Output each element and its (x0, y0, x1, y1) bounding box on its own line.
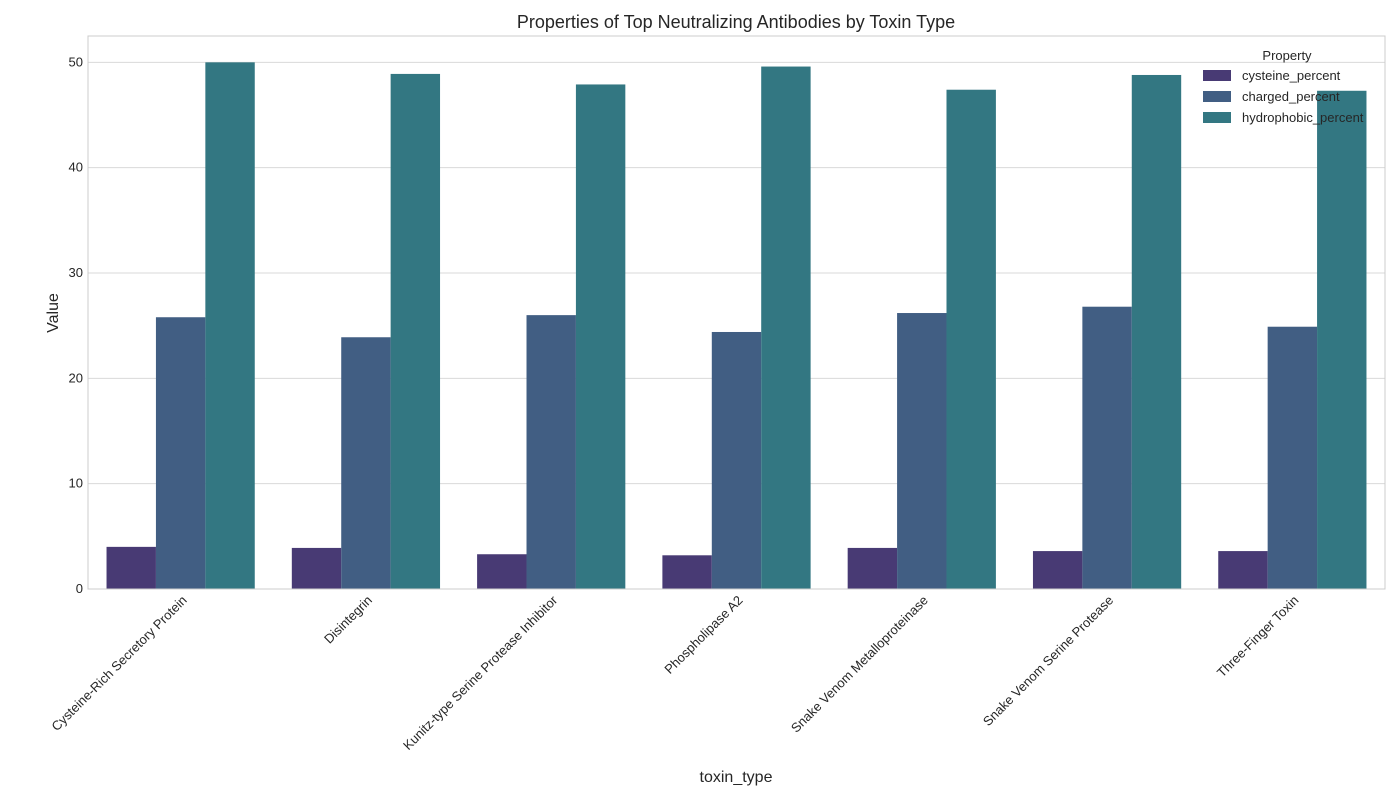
legend-label: hydrophobic_percent (1242, 110, 1364, 125)
bar-charged-percent (341, 337, 391, 589)
bar-charged-percent (155, 317, 206, 589)
bar-charged-percent (1267, 326, 1318, 589)
bar-hydrophobic-percent (575, 84, 626, 589)
y-axis-label: Value (45, 293, 62, 333)
x-tick-label: Three-Finger Toxin (1214, 593, 1302, 681)
bar-hydrophobic-percent (1317, 90, 1367, 590)
bar-hydrophobic-percent (946, 89, 996, 589)
bar-cysteine-percent (1218, 551, 1268, 589)
bar-charged-percent (1082, 306, 1132, 589)
bar-hydrophobic-percent (1131, 74, 1182, 590)
bar-hydrophobic-percent (205, 62, 255, 590)
bars (106, 62, 1367, 590)
bar-cysteine-percent (1032, 551, 1083, 589)
bar-hydrophobic-percent (390, 73, 441, 590)
y-tick-label: 20 (69, 370, 83, 385)
x-tick-label: Cysteine-Rich Secretory Protein (48, 593, 189, 734)
bar-charged-percent (897, 313, 947, 589)
y-tick-label: 40 (69, 160, 83, 175)
legend: Property cysteine_percent charged_percent… (1203, 48, 1364, 125)
x-tick-label: Snake Venom Metalloproteinase (788, 593, 931, 736)
y-tick-label: 10 (69, 476, 83, 491)
y-tick-label: 30 (69, 265, 83, 280)
x-tick-label: Snake Venom Serine Protease (980, 593, 1116, 729)
x-tick-label: Disintegrin (321, 593, 375, 647)
bar-cysteine-percent (106, 546, 156, 589)
legend-title: Property (1262, 48, 1312, 63)
bar-charged-percent (526, 315, 576, 589)
bar-charged-percent (711, 331, 762, 589)
x-tick-label: Phospholipase A2 (661, 593, 745, 677)
y-tick-label: 50 (69, 54, 83, 69)
bar-hydrophobic-percent (761, 66, 811, 589)
legend-swatch (1203, 112, 1231, 123)
legend-label: cysteine_percent (1242, 68, 1341, 83)
x-axis-label: toxin_type (700, 769, 773, 786)
bar-cysteine-percent (662, 555, 712, 589)
legend-swatch (1203, 70, 1231, 81)
chart-title: Properties of Top Neutralizing Antibodie… (517, 12, 955, 32)
y-tick-labels: 0 10 20 30 40 50 (69, 54, 83, 596)
x-tick-label: Kunitz-type Serine Protease Inhibitor (400, 592, 561, 753)
bar-cysteine-percent (847, 547, 898, 589)
bar-cysteine-percent (291, 547, 342, 589)
plot-frame (87, 35, 1386, 590)
bar-cysteine-percent (477, 554, 527, 589)
x-tick-labels: Cysteine-Rich Secretory Protein Disintegr… (48, 592, 1301, 753)
legend-label: charged_percent (1242, 89, 1340, 104)
legend-swatch (1203, 91, 1231, 102)
y-tick-label: 0 (76, 581, 83, 596)
